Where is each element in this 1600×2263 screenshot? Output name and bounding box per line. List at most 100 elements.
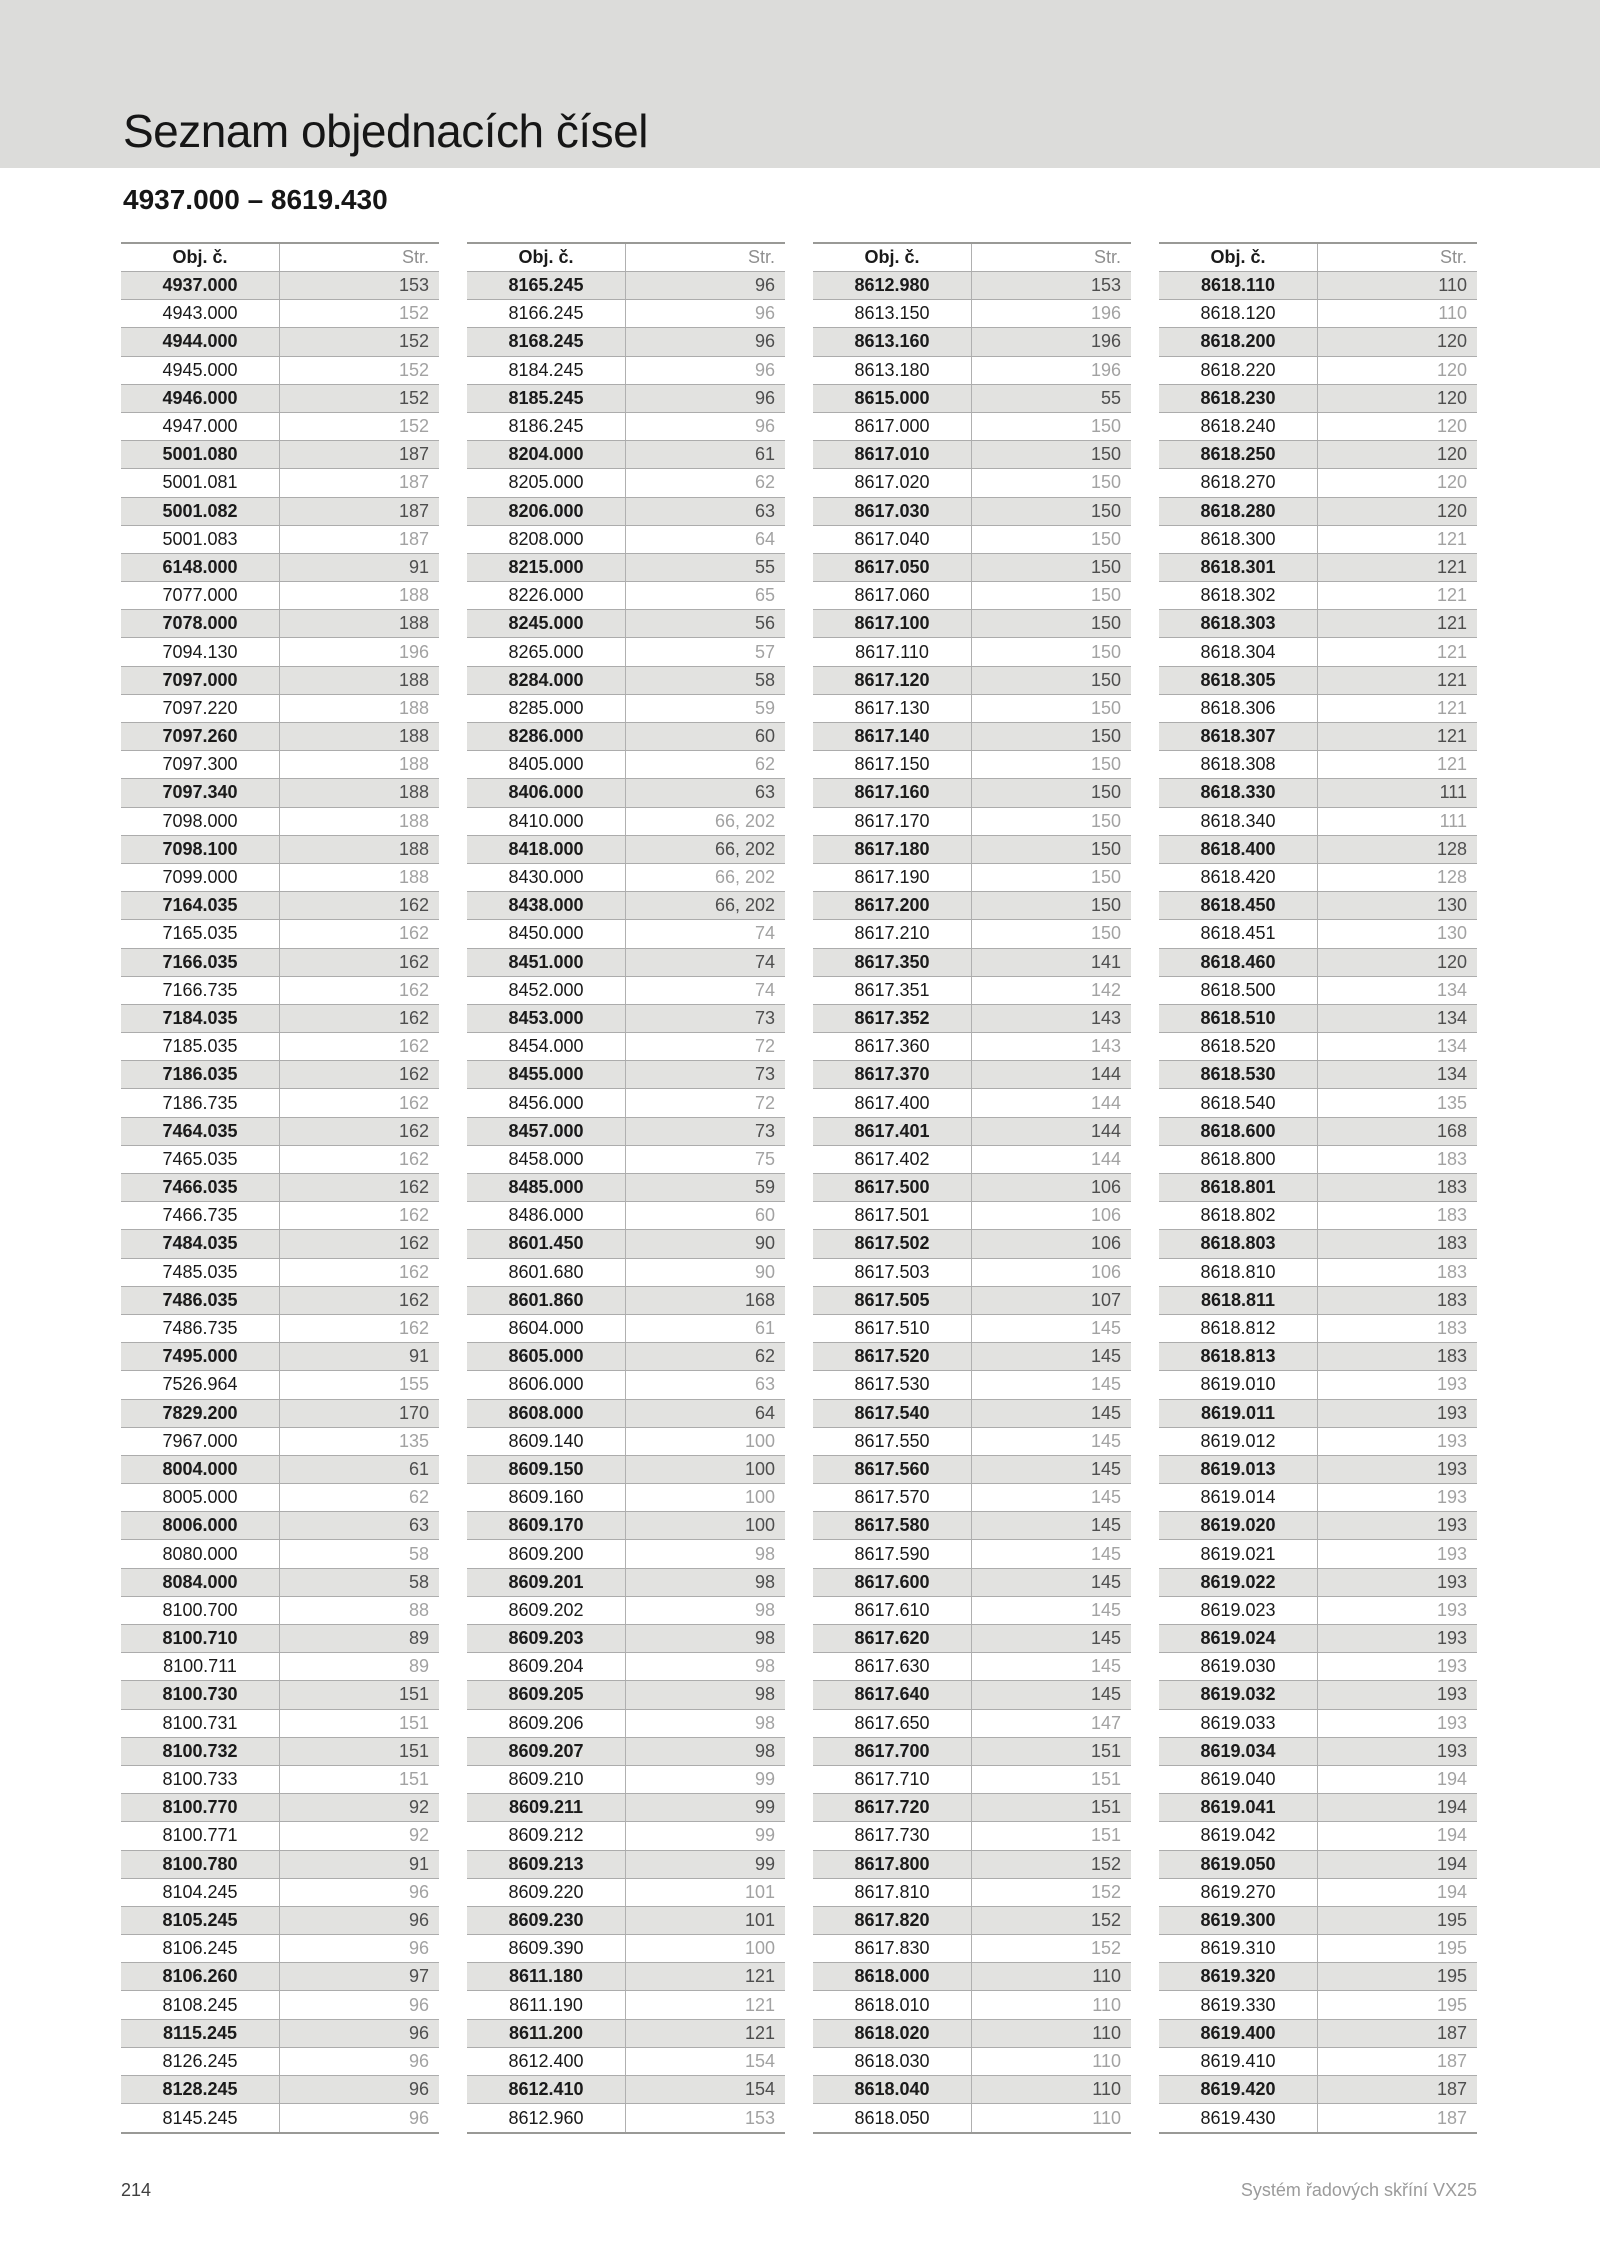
table-row: 8619.032 193 <box>1159 1681 1477 1710</box>
table-row: 8458.000 75 <box>467 1145 785 1174</box>
table-row: 8005.000 62 <box>121 1484 439 1513</box>
table-row: 8618.800 183 <box>1159 1145 1477 1174</box>
page-reference: 188 <box>398 669 429 690</box>
order-number: 8618.811 <box>1159 1286 1318 1314</box>
table-rows-container: 8612.980 153 8613.150 196 8613.160 196 8613.18… <box>813 272 1131 2133</box>
page-reference: 150 <box>1090 585 1121 606</box>
table-row: 8617.510 145 <box>813 1314 1131 1344</box>
table-row: 8617.120 150 <box>813 666 1131 695</box>
table-row: 8617.503 106 <box>813 1258 1131 1287</box>
page-reference: 111 <box>1439 782 1467 803</box>
order-number: 7526.964 <box>121 1371 280 1399</box>
order-number: 8100.733 <box>121 1765 280 1794</box>
table-row: 7097.340 188 <box>121 779 439 808</box>
page-reference: 195 <box>1436 1966 1467 1987</box>
table-row: 7097.000 188 <box>121 666 439 695</box>
table-row: 8617.200 150 <box>813 892 1131 921</box>
table-row: 8619.023 193 <box>1159 1596 1477 1625</box>
order-number: 8618.451 <box>1159 920 1318 948</box>
page-reference: 61 <box>754 1318 775 1339</box>
page-reference: 120 <box>1436 331 1467 352</box>
column-header-str: Str. <box>747 247 775 267</box>
table-row: 8618.460 120 <box>1159 948 1477 977</box>
order-number: 7098.100 <box>121 835 280 863</box>
page-reference: 145 <box>1090 1684 1121 1705</box>
order-number: 8611.190 <box>467 1991 626 2019</box>
table-row: 8617.650 147 <box>813 1709 1131 1738</box>
page-reference: 153 <box>398 275 429 296</box>
page-reference: 62 <box>754 472 775 493</box>
page-reference: 151 <box>398 1769 429 1790</box>
order-number: 8618.302 <box>1159 582 1318 610</box>
order-table-column-2: Obj. č. Str. 8165.245 96 8166.245 96 8168.24… <box>467 242 785 2135</box>
page-reference: 96 <box>408 2022 429 2043</box>
page-reference: 151 <box>1090 1797 1121 1818</box>
order-number: 8617.830 <box>813 1935 972 1963</box>
table-row: 8617.040 150 <box>813 525 1131 554</box>
page-reference: 195 <box>1436 1938 1467 1959</box>
page-reference: 121 <box>1436 669 1467 690</box>
order-number: 8204.000 <box>467 441 626 469</box>
table-row: 8619.430 187 <box>1159 2104 1477 2133</box>
order-number: 8084.000 <box>121 1568 280 1596</box>
order-number: 8452.000 <box>467 976 626 1004</box>
page-reference: 168 <box>744 1289 775 1310</box>
page-reference: 144 <box>1090 1092 1121 1113</box>
page-reference: 145 <box>1090 1402 1121 1423</box>
table-row: 8618.340 111 <box>1159 807 1477 836</box>
order-number: 8100.730 <box>121 1681 280 1709</box>
order-number: 8245.000 <box>467 610 626 638</box>
table-row: 4944.000 152 <box>121 328 439 357</box>
page-reference: 73 <box>754 1120 775 1141</box>
table-row: 7166.735 162 <box>121 976 439 1005</box>
order-number: 8613.160 <box>813 328 972 356</box>
page-reference: 145 <box>1090 1599 1121 1620</box>
page-reference: 89 <box>408 1656 429 1677</box>
order-number: 8618.400 <box>1159 835 1318 863</box>
table-row: 8609.212 99 <box>467 1822 785 1851</box>
table-row: 8617.401 144 <box>813 1117 1131 1146</box>
page-reference: 59 <box>754 697 775 718</box>
table-row: 8618.200 120 <box>1159 328 1477 357</box>
page-reference: 187 <box>398 444 429 465</box>
table-row: 7464.035 162 <box>121 1117 439 1146</box>
table-row: 8204.000 61 <box>467 441 785 470</box>
page-reference: 187 <box>1436 2050 1467 2071</box>
table-row: 8617.530 145 <box>813 1371 1131 1400</box>
order-number: 8617.010 <box>813 441 972 469</box>
page-reference: 141 <box>1090 951 1121 972</box>
page-reference: 106 <box>1090 1177 1121 1198</box>
page-reference: 97 <box>408 1966 429 1987</box>
table-row: 8617.800 152 <box>813 1850 1131 1879</box>
order-number: 8438.000 <box>467 892 626 920</box>
order-number: 8453.000 <box>467 1004 626 1033</box>
table-row: 8618.230 120 <box>1159 384 1477 413</box>
page-reference: 193 <box>1436 1712 1467 1733</box>
order-number: 8601.680 <box>467 1258 626 1286</box>
order-number: 8100.711 <box>121 1653 280 1681</box>
table-row: 8618.270 120 <box>1159 469 1477 498</box>
order-number: 8605.000 <box>467 1343 626 1371</box>
order-number: 8606.000 <box>467 1371 626 1399</box>
order-number: 7464.035 <box>121 1117 280 1145</box>
page-reference: 90 <box>754 1261 775 1282</box>
page-reference: 150 <box>1090 641 1121 662</box>
page-reference: 130 <box>1436 923 1467 944</box>
page-reference: 99 <box>754 1825 775 1846</box>
order-number: 8618.810 <box>1159 1258 1318 1286</box>
table-row: 8205.000 62 <box>467 469 785 498</box>
table-row: 8100.730 151 <box>121 1681 439 1710</box>
page-reference: 194 <box>1436 1769 1467 1790</box>
table-row: 5001.080 187 <box>121 441 439 470</box>
order-number: 8617.650 <box>813 1709 972 1737</box>
order-number: 8617.360 <box>813 1033 972 1061</box>
order-number: 8608.000 <box>467 1399 626 1427</box>
page-reference: 135 <box>398 1430 429 1451</box>
table-row: 8452.000 74 <box>467 976 785 1005</box>
table-row: 8617.640 145 <box>813 1681 1131 1710</box>
column-header-str: Str. <box>1439 247 1467 267</box>
order-number: 7829.200 <box>121 1399 280 1427</box>
page-reference: 162 <box>398 1064 429 1085</box>
table-row: 8609.230 101 <box>467 1906 785 1936</box>
